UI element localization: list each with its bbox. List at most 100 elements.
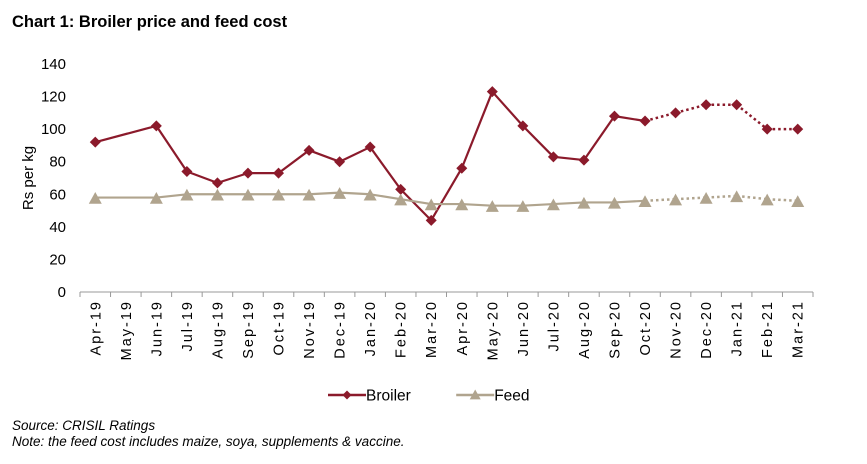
x-tick-label: Apr-19	[88, 300, 104, 356]
series-line-segment	[369, 146, 402, 191]
series-line-segment	[94, 124, 157, 144]
x-tick-label: Jan-20	[363, 300, 379, 356]
chart-title: Chart 1: Broiler price and feed cost	[12, 13, 288, 31]
feed-marker	[333, 187, 347, 199]
legend-item-feed: Feed	[456, 388, 530, 405]
broiler-marker	[89, 136, 101, 148]
x-tick-label: Nov-20	[669, 300, 685, 359]
x-tick-label: Aug-20	[577, 300, 593, 359]
y-tick-label: 120	[41, 89, 66, 106]
series-line-segment	[155, 125, 188, 173]
x-tick-label: Oct-19	[272, 300, 288, 356]
series-line-segment	[277, 149, 310, 174]
series-line-segment	[186, 170, 218, 184]
legend-triangle-icon	[469, 389, 481, 400]
series-line-segment	[461, 202, 493, 207]
series-line-segment	[339, 191, 371, 196]
series-line-segment	[767, 197, 798, 203]
series-line-segment	[735, 103, 768, 131]
feed-marker	[730, 190, 744, 203]
feed-marker	[485, 200, 499, 212]
broiler-marker	[761, 123, 773, 135]
y-tick-label: 140	[41, 56, 66, 73]
series-line-segment	[309, 191, 340, 196]
legend: Broiler Feed	[328, 388, 530, 405]
x-tick-label: Oct-20	[638, 300, 654, 356]
x-tick-label: May-20	[485, 300, 501, 360]
feed-marker	[424, 198, 438, 211]
feed-marker	[180, 188, 194, 201]
y-tick-label: 80	[49, 154, 66, 171]
series-line-segment	[460, 91, 494, 169]
x-tick-label: Dec-19	[333, 300, 349, 359]
feed-marker	[455, 198, 469, 211]
x-tick-label: Apr-20	[455, 300, 471, 356]
broiler-marker	[364, 141, 376, 153]
y-tick-label: 20	[49, 251, 66, 268]
series-line-segment	[400, 198, 432, 206]
series-line-segment	[430, 167, 463, 221]
broiler-marker	[608, 110, 620, 122]
broiler-marker	[242, 167, 254, 179]
broiler-marker	[395, 183, 407, 195]
broiler-marker	[670, 107, 682, 119]
broiler-marker	[425, 214, 437, 226]
series-line-segment	[156, 193, 188, 199]
series-line-segment	[399, 188, 433, 222]
y-axis-label: Rs per kg	[20, 146, 37, 210]
broiler-marker	[181, 165, 193, 177]
series-line-segment	[706, 194, 737, 199]
x-tick-label: Feb-20	[394, 300, 410, 358]
series-line-segment	[369, 193, 401, 201]
x-tick-label: Nov-19	[302, 300, 318, 359]
y-tick-label: 0	[58, 284, 66, 301]
y-tick-label: 100	[41, 121, 66, 138]
feed-marker	[149, 192, 163, 204]
broiler-marker	[731, 99, 743, 111]
x-tick-label: Jun-19	[149, 300, 165, 356]
legend-item-broiler: Broiler	[328, 388, 411, 405]
broiler-marker	[486, 86, 498, 98]
series-line-segment	[553, 155, 585, 162]
note-text: Note: the feed cost includes maize, soya…	[12, 434, 405, 449]
series-line-segment	[308, 149, 340, 163]
x-axis: Apr-19 May-19 Jun-19 Jul-19 Aug-19 Sep-19 Oct-…	[79, 291, 814, 360]
x-tick-label: Feb-21	[760, 300, 776, 358]
series-line-segment	[217, 172, 249, 184]
series-line-segment	[339, 146, 371, 163]
series-line-segment	[583, 115, 616, 161]
series-line-segment	[522, 202, 554, 207]
feed-marker	[791, 195, 805, 207]
feed-marker	[699, 192, 713, 204]
series-line-segment	[614, 115, 646, 123]
x-tick-label: Mar-21	[791, 300, 807, 358]
x-tick-label: Jan-21	[730, 300, 746, 356]
series-line-segment	[675, 196, 707, 201]
x-tick-label: Jun-20	[516, 300, 532, 356]
series-broiler	[89, 86, 804, 226]
broiler-marker	[211, 177, 223, 189]
source-text: Source: CRISIL Ratings	[12, 418, 156, 433]
broiler-marker	[517, 120, 529, 132]
broiler-marker	[456, 162, 468, 174]
feed-marker	[638, 195, 652, 207]
broiler-marker	[639, 115, 651, 127]
series-feed	[88, 187, 805, 212]
feed-marker	[363, 188, 377, 201]
feed-marker	[607, 196, 621, 209]
y-tick-label: 40	[49, 219, 66, 236]
feed-marker	[546, 198, 560, 211]
x-tick-label: Sep-19	[241, 300, 257, 359]
x-tick-label: Jul-19	[180, 300, 196, 352]
series-line-segment	[522, 125, 555, 158]
series-line-segment	[644, 197, 676, 203]
legend-label: Broiler	[366, 388, 411, 405]
feed-marker	[669, 193, 683, 206]
legend-label: Feed	[494, 388, 529, 405]
x-tick-label: Aug-19	[210, 300, 226, 359]
feed-marker	[272, 188, 286, 201]
x-tick-label: May-19	[119, 300, 135, 360]
x-tick-label: Jul-20	[546, 300, 562, 352]
broiler-marker	[303, 144, 315, 156]
